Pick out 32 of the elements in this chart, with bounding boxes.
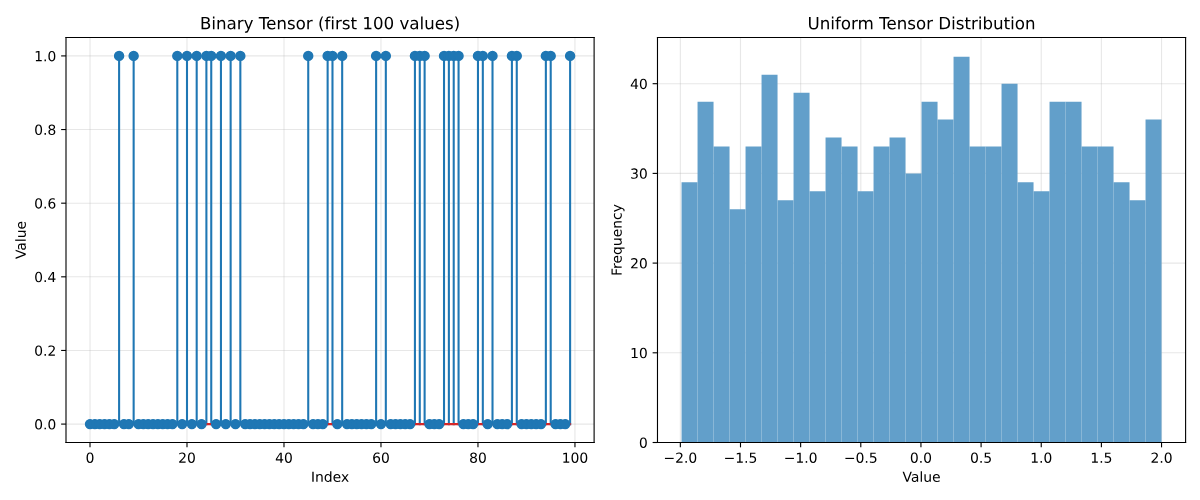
x-tick-label: 0.5	[970, 452, 991, 463]
x-tick-label: 100	[563, 452, 588, 463]
y-axis-title: Value	[15, 221, 26, 259]
x-axis-title: Index	[312, 471, 349, 482]
y-tick-label: 10	[631, 347, 647, 359]
y-tick-label: 0.2	[35, 345, 55, 356]
x-axis-title: Value	[902, 471, 940, 482]
x-tick-label: −2.0	[664, 452, 697, 463]
y-tick-label: 0.4	[35, 271, 56, 283]
x-tick-label: 60	[373, 452, 389, 463]
y-tick-label: 20	[631, 258, 647, 269]
x-tick-label: 80	[470, 452, 486, 463]
x-tick-label: −0.5	[845, 452, 877, 463]
x-tick-label: −1.5	[725, 452, 757, 463]
x-tick-label: 1.5	[1091, 452, 1112, 463]
y-tick-label: 0.8	[35, 124, 56, 136]
x-tick-label: 40	[275, 452, 292, 463]
x-tick-label: 1.0	[1031, 452, 1052, 463]
chart-title: Uniform Tensor Distribution	[809, 16, 1035, 30]
y-tick-label: 1.0	[35, 50, 56, 62]
y-tick-label: 30	[631, 168, 647, 179]
y-tick-label: 40	[630, 78, 647, 90]
y-tick-label: 0.6	[35, 198, 56, 209]
y-axis-title: Frequency	[611, 204, 625, 275]
x-tick-label: 20	[179, 452, 195, 463]
x-tick-label: 2.0	[1151, 452, 1172, 463]
x-tick-label: 0.0	[910, 452, 932, 463]
x-tick-label: 0	[86, 452, 94, 463]
y-tick-label: 0.0	[35, 419, 56, 430]
chart-title: Binary Tensor (first 100 values)	[201, 16, 459, 33]
y-tick-label: 0	[639, 437, 647, 448]
x-tick-label: −1.0	[785, 452, 817, 463]
